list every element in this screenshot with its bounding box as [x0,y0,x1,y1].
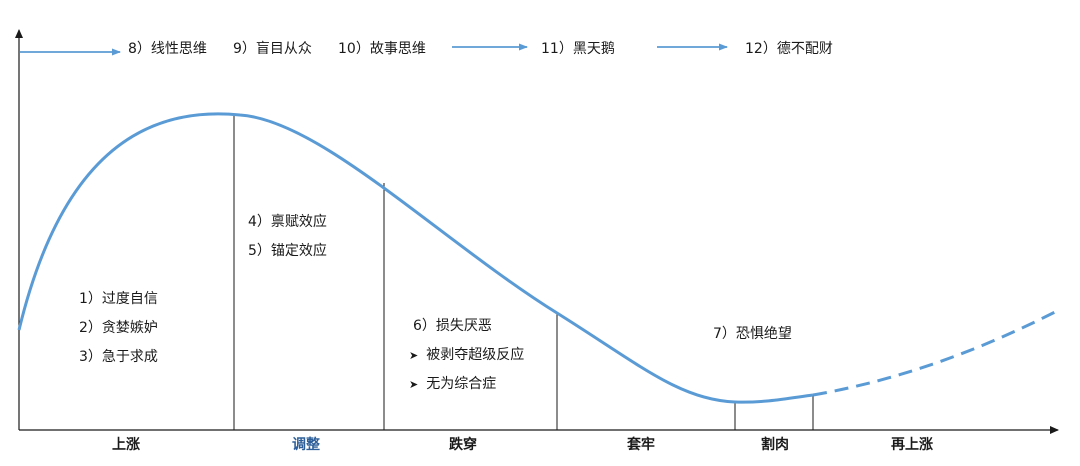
trapped-zone-notes: 7）恐惧绝望 [713,324,792,344]
bias-linear-thinking: 8）线性思维 [128,41,207,57]
adjust-zone-notes: 4）禀赋效应 5）锚定效应 [248,212,327,270]
phase-label-re-rise: 再上涨 [891,437,933,453]
fall-zone-notes: 6）损失厌恶 ➤ 被剥夺超级反应 ➤ 无为综合症 [409,316,524,403]
phase-label-breakdown: 跌穿 [449,437,477,453]
note-overconfidence: 1）过度自信 [79,291,158,307]
bias-virtue-mismatch: 12）德不配财 [745,41,833,57]
note-deprivation-reaction: ➤ 被剥夺超级反应 [409,345,524,374]
phase-label-cut-loss: 割肉 [761,437,789,453]
rise-zone-notes: 1）过度自信 2）贪婪嫉妒 3）急于求成 [79,289,158,376]
arrowhead-bullet-icon: ➤ [409,378,419,391]
phase-label-adjust: 调整 [292,437,320,453]
note-anchoring-effect: 5）锚定效应 [248,243,327,259]
bias-black-swan: 11）黑天鹅 [541,41,615,57]
note-loss-aversion: 6）损失厌恶 [413,318,492,334]
phase-label-trapped: 套牢 [627,437,655,453]
bias-herd-following: 9）盲目从众 [233,41,312,57]
phase-label-rise: 上涨 [112,437,140,453]
note-endowment-effect: 4）禀赋效应 [248,214,327,230]
market-cycle-curve [17,112,814,404]
arrowhead-bullet-icon: ➤ [409,349,419,362]
bias-story-thinking: 10）故事思维 [338,41,426,57]
note-fear-despair: 7）恐惧绝望 [713,326,792,342]
note-impatience: 3）急于求成 [79,349,158,365]
market-recovery-dashed-curve [812,310,1056,397]
note-inaction-syndrome: ➤ 无为综合症 [409,374,524,403]
note-greed-envy: 2）贪婪嫉妒 [79,320,158,336]
